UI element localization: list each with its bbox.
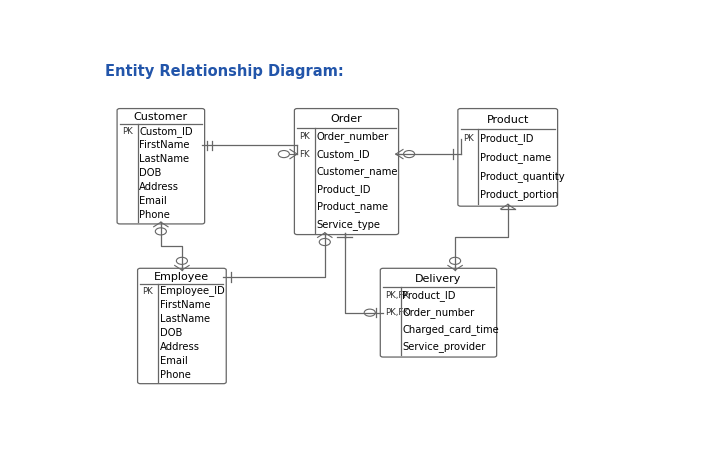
FancyBboxPatch shape <box>137 268 226 384</box>
Text: Email: Email <box>159 356 187 366</box>
Text: Employee_ID: Employee_ID <box>159 285 225 296</box>
Text: Product_quantity: Product_quantity <box>480 171 565 182</box>
Text: Phone: Phone <box>139 210 170 220</box>
Text: Address: Address <box>139 182 179 192</box>
Text: PK,FK: PK,FK <box>385 308 409 317</box>
Text: DOB: DOB <box>159 328 182 338</box>
Text: FirstName: FirstName <box>139 140 189 150</box>
Text: PK: PK <box>142 287 153 296</box>
Text: Product_ID: Product_ID <box>317 183 370 195</box>
Text: Entity Relationship Diagram:: Entity Relationship Diagram: <box>105 64 344 79</box>
Text: FirstName: FirstName <box>159 300 210 310</box>
Text: Product_ID: Product_ID <box>403 290 456 301</box>
Text: Customer_name: Customer_name <box>317 166 398 177</box>
Text: FK: FK <box>300 149 310 159</box>
Text: Employee: Employee <box>154 272 209 282</box>
Text: Charged_card_time: Charged_card_time <box>403 324 499 335</box>
Text: Product_portion: Product_portion <box>480 189 558 201</box>
Text: Customer: Customer <box>134 112 188 122</box>
Text: Order: Order <box>330 114 363 124</box>
Text: PK: PK <box>300 132 310 141</box>
Text: Service_provider: Service_provider <box>403 341 485 352</box>
Text: Product: Product <box>486 115 529 125</box>
Text: Service_type: Service_type <box>317 219 380 230</box>
Text: Order_number: Order_number <box>403 307 475 318</box>
FancyBboxPatch shape <box>295 108 398 235</box>
FancyBboxPatch shape <box>380 268 497 357</box>
Text: Order_number: Order_number <box>317 131 389 142</box>
Text: LastName: LastName <box>159 314 210 324</box>
Text: LastName: LastName <box>139 154 189 164</box>
Text: Product_name: Product_name <box>480 152 551 163</box>
Text: Custom_ID: Custom_ID <box>317 148 370 160</box>
FancyBboxPatch shape <box>458 108 558 206</box>
Text: PK: PK <box>122 127 133 136</box>
FancyBboxPatch shape <box>117 108 204 224</box>
Text: Product_name: Product_name <box>317 201 388 212</box>
Text: PK: PK <box>463 134 473 143</box>
Text: Product_ID: Product_ID <box>480 133 533 144</box>
Text: Phone: Phone <box>159 370 191 380</box>
Text: Email: Email <box>139 196 167 206</box>
Text: PK,FK: PK,FK <box>385 291 409 300</box>
Text: DOB: DOB <box>139 168 162 178</box>
Text: Custom_ID: Custom_ID <box>139 126 193 137</box>
Text: Delivery: Delivery <box>415 273 462 284</box>
Text: Address: Address <box>159 342 199 352</box>
